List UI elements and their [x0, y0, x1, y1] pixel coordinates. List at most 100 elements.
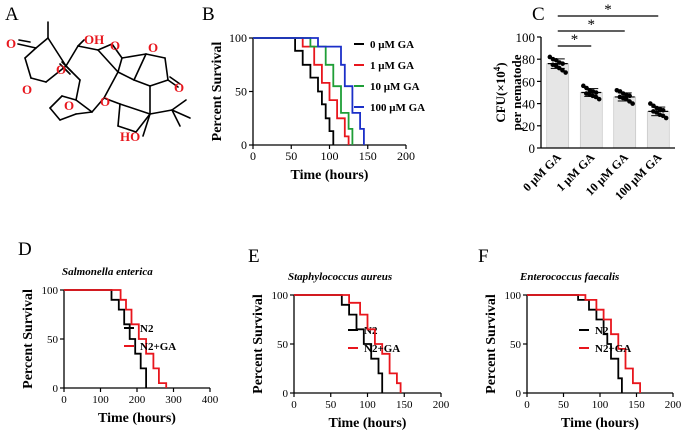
series-line-1	[294, 294, 384, 393]
panel-letter-f: F	[478, 246, 489, 267]
y-tick-label: 0	[529, 141, 536, 156]
legend-label-2: N2+GA	[364, 343, 400, 355]
y-tick-label: 60	[522, 74, 535, 89]
x-axis-title: Time (hours)	[329, 416, 407, 431]
x-tick-label: 100	[359, 399, 376, 411]
legend-label-2: N2+GA	[595, 343, 631, 355]
y-axis-title-text: CFU(×10	[493, 71, 508, 122]
y-tick-label: 80	[522, 52, 535, 67]
x-tick-label: 0	[250, 149, 256, 163]
series-line-1	[253, 37, 335, 145]
x-tick-label: 50	[285, 149, 297, 163]
data-point	[596, 96, 602, 102]
data-point	[581, 83, 586, 89]
y-axis-title-line1: CFU(×104)	[492, 62, 508, 122]
panel-letter-d: D	[18, 239, 32, 260]
atom-label-o1: O	[6, 36, 16, 51]
x-tick-label: 100	[321, 149, 339, 163]
panel-letter-c: C	[532, 4, 545, 25]
subtitle-staphylococcus: Staphylococcus aureus	[288, 271, 392, 283]
atom-label-o5: O	[148, 40, 158, 55]
legend-label-3: 10 μM GA	[370, 81, 420, 93]
y-tick-label: 0	[241, 138, 247, 152]
x-axis-title: Time (hours)	[561, 416, 639, 431]
atom-label-o8: O	[100, 94, 110, 109]
data-point	[584, 85, 589, 91]
data-point	[630, 101, 635, 106]
atom-label-o4: O	[110, 38, 120, 53]
x-axis-title: Time (hours)	[291, 168, 369, 183]
survival-chart-enterococcus: 0 50 100 150 200 0 50 100 Time (hours) Percent Su…	[484, 290, 682, 431]
series-line-2	[527, 294, 641, 393]
subtitle-enterococcus: Enterococcus faecalis	[519, 271, 619, 283]
x-axis-title: Time (hours)	[98, 411, 176, 426]
y-tick-label: 50	[510, 339, 522, 351]
x-tick-label: 150	[628, 399, 645, 411]
panel-letter-e: E	[248, 246, 260, 267]
survival-chart-ga-dose: 0 50 100 150 200 0 50 100 Time (hours) Percent Su…	[210, 31, 425, 183]
y-tick-label: 50	[47, 334, 59, 346]
ginkgolide-structure-drawing	[17, 21, 191, 137]
x-tick-label: 100	[92, 394, 109, 406]
series-line-2	[64, 289, 168, 388]
x-tick-label: 0	[291, 399, 297, 411]
y-tick-label: 0	[516, 388, 522, 400]
y-tick-label: 100	[505, 290, 522, 302]
x-tick-label: 400	[202, 394, 219, 406]
y-tick-label: 100	[516, 30, 536, 45]
x-tick-label: 300	[165, 394, 182, 406]
x-tick-label: 0	[524, 399, 530, 411]
x-tick-label: 200	[665, 399, 682, 411]
x-tick-label: 50	[325, 399, 337, 411]
data-point	[547, 54, 553, 60]
y-axis-title: Percent Survival	[484, 294, 499, 394]
data-point	[560, 68, 565, 73]
series-line-3	[253, 37, 354, 145]
significance-star-1: *	[571, 32, 579, 48]
y-axis-title-line2: per nematode	[509, 54, 524, 130]
data-point	[563, 70, 568, 75]
panel-letter-a: A	[5, 4, 19, 25]
y-tick-label: 50	[235, 85, 247, 99]
x-tick-label: 0	[61, 394, 67, 406]
x-tick-label: 200	[433, 399, 450, 411]
legend-label-1: N2	[595, 325, 609, 337]
x-tick-label: 150	[396, 399, 413, 411]
y-tick-label: 0	[283, 388, 289, 400]
x-tick-label: 200	[397, 149, 415, 163]
x-tick-label: 200	[129, 394, 146, 406]
y-axis-title-close: )	[493, 62, 508, 66]
x-tick-label: 50	[558, 399, 570, 411]
series-line-2	[253, 37, 350, 145]
subtitle-salmonella: Salmonella enterica	[62, 266, 153, 278]
legend-label-1: N2	[140, 323, 154, 335]
y-tick-label: 100	[229, 31, 247, 45]
legend-label-1: N2	[364, 325, 378, 337]
atom-label-hydroxyl-top: OH	[84, 32, 104, 47]
series-line-2	[294, 294, 402, 393]
x-tick-label: 150	[359, 149, 377, 163]
data-point	[648, 101, 653, 106]
legend-label-1: 0 μM GA	[370, 39, 414, 51]
data-point	[663, 115, 669, 121]
y-axis-title: Percent Survival	[251, 294, 266, 394]
atom-label-o6: O	[174, 80, 184, 95]
y-tick-label: 20	[522, 119, 535, 134]
y-axis-title-superscript: 4	[492, 66, 502, 71]
data-point	[593, 94, 599, 100]
legend-label-4: 100 μM GA	[370, 102, 425, 114]
legend-label-2: 1 μM GA	[370, 60, 414, 72]
atom-label-hydroxyl-bottom: HO	[120, 129, 140, 144]
significance-star-3: *	[604, 2, 612, 18]
significance-star-2: *	[588, 17, 596, 33]
y-axis-title: Percent Survival	[21, 289, 36, 389]
y-tick-label: 100	[42, 285, 59, 297]
atom-label-o2: O	[22, 82, 32, 97]
y-tick-label: 50	[277, 339, 289, 351]
data-point	[553, 63, 559, 69]
legend-label-2: N2+GA	[140, 341, 176, 353]
structure-atom-labels: OH HO O O O O O O O O	[6, 32, 184, 144]
series-line-1	[64, 289, 148, 388]
